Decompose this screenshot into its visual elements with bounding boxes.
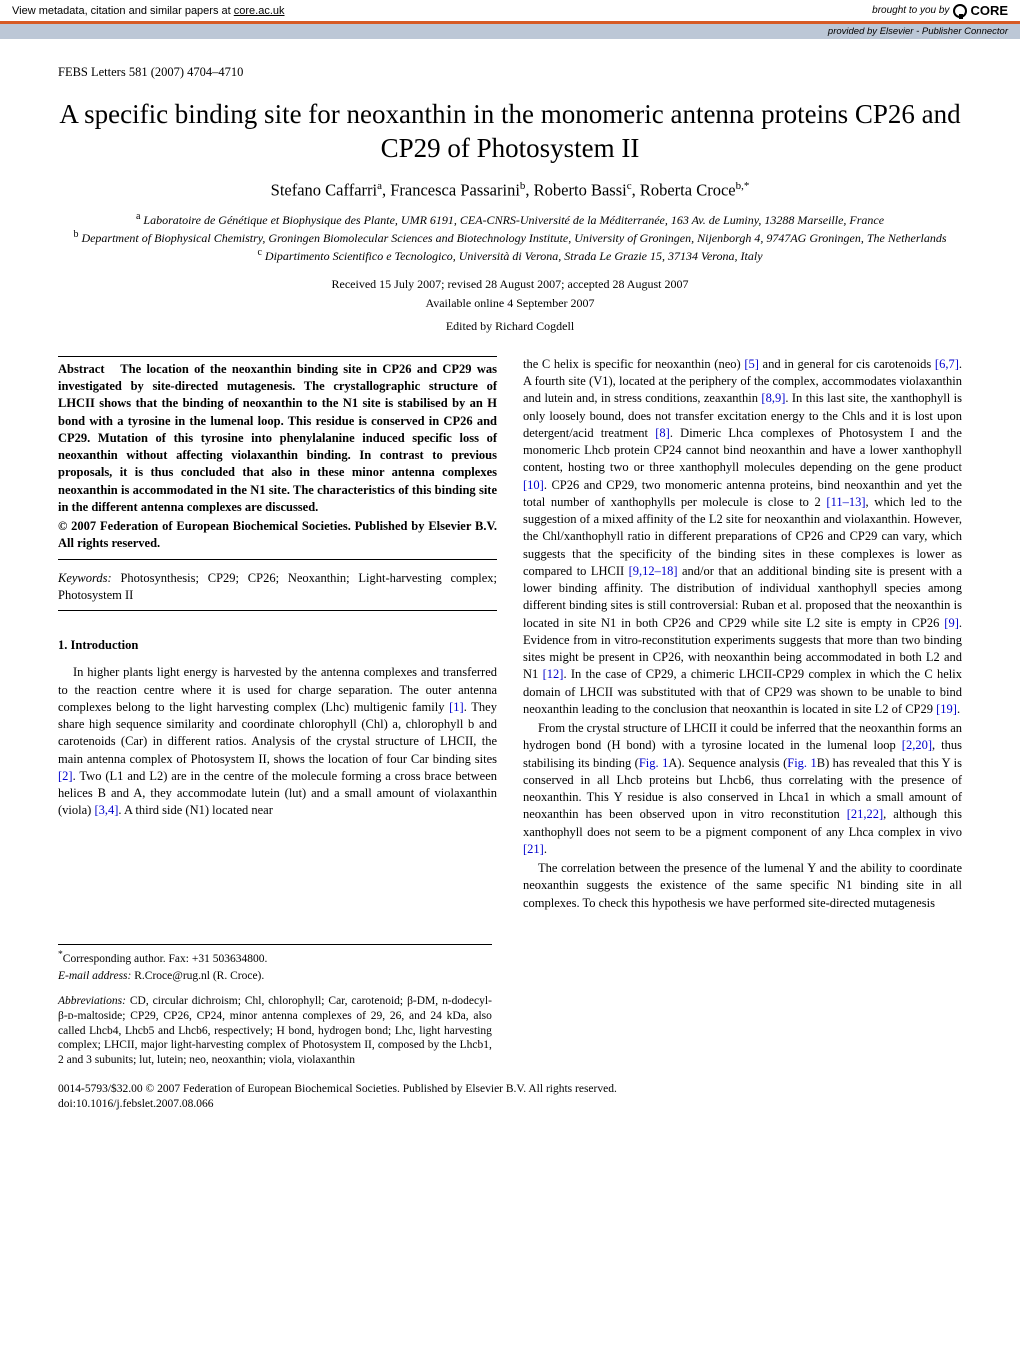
editor-line: Edited by Richard Cogdell xyxy=(58,319,962,334)
doi-line: doi:10.1016/j.febslet.2007.08.066 xyxy=(58,1097,962,1112)
author-1-aff: a xyxy=(377,180,382,192)
ref-10[interactable]: [10] xyxy=(523,478,544,492)
email-value: R.Croce@rug.nl (R. Croce). xyxy=(134,970,264,982)
author-3-aff: c xyxy=(627,180,632,192)
section-1-heading: 1. Introduction xyxy=(58,637,497,654)
page-content: FEBS Letters 581 (2007) 4704–4710 A spec… xyxy=(0,39,1020,1140)
author-2-aff: b xyxy=(520,180,526,192)
abstract-text: The location of the neoxanthin binding s… xyxy=(58,362,497,514)
two-column-body: Abstract The location of the neoxanthin … xyxy=(58,356,962,914)
issn-line: 0014-5793/$32.00 © 2007 Federation of Eu… xyxy=(58,1082,962,1097)
ref-5[interactable]: [5] xyxy=(744,357,759,371)
ref-19[interactable]: [19] xyxy=(936,702,957,716)
core-banner: View metadata, citation and similar pape… xyxy=(0,0,1020,24)
email-label: E-mail address: xyxy=(58,970,131,982)
ref-2-20[interactable]: [2,20] xyxy=(902,738,932,752)
ref-11-13[interactable]: [11–13] xyxy=(826,495,865,509)
ref-3-4[interactable]: [3,4] xyxy=(94,803,118,817)
core-logo[interactable]: CORE xyxy=(953,3,1008,18)
r1k: . xyxy=(957,702,960,716)
r1a: the C helix is specific for neoxanthin (… xyxy=(523,357,744,371)
core-banner-left: View metadata, citation and similar pape… xyxy=(12,5,285,17)
provided-by-bar: provided by Elsevier - Publisher Connect… xyxy=(0,24,1020,39)
affiliation-c: Dipartimento Scientifico e Tecnologico, … xyxy=(265,249,763,263)
footnotes: *Corresponding author. Fax: +31 50363480… xyxy=(58,944,492,1068)
corr-text: Corresponding author. Fax: +31 503634800… xyxy=(63,953,268,965)
author-1: Stefano Caffarri xyxy=(271,180,377,199)
ref-1[interactable]: [1] xyxy=(449,700,464,714)
affiliation-b: Department of Biophysical Chemistry, Gro… xyxy=(81,231,946,245)
ref-6-7[interactable]: [6,7] xyxy=(935,357,959,371)
r1b: and in general for cis carotenoids xyxy=(759,357,935,371)
intro-1a: In higher plants light energy is harvest… xyxy=(58,665,497,714)
abstract-block: Abstract The location of the neoxanthin … xyxy=(58,356,497,560)
received-date: Received 15 July 2007; revised 28 August… xyxy=(58,275,962,294)
affiliations: a Laboratoire de Génétique et Biophysiqu… xyxy=(58,210,962,265)
abbrev-label: Abbreviations: xyxy=(58,995,126,1007)
provided-prefix: provided by xyxy=(828,26,880,37)
online-date: Available online 4 September 2007 xyxy=(58,294,962,313)
article-title: A specific binding site for neoxanthin i… xyxy=(58,98,962,166)
keywords-text: Photosynthesis; CP29; CP26; Neoxanthin; … xyxy=(58,571,497,602)
author-4: Roberta Croce xyxy=(640,180,736,199)
author-4-aff: b,* xyxy=(736,180,750,192)
core-link[interactable]: core.ac.uk xyxy=(234,5,285,17)
ref-8[interactable]: [8] xyxy=(655,426,670,440)
corresponding-author: *Corresponding author. Fax: +31 50363480… xyxy=(58,949,492,967)
article-dates: Received 15 July 2007; revised 28 August… xyxy=(58,275,962,313)
ref-9[interactable]: [9] xyxy=(944,616,959,630)
introduction-text: In higher plants light energy is harvest… xyxy=(58,664,497,819)
keywords-label: Keywords: xyxy=(58,571,112,585)
journal-citation: FEBS Letters 581 (2007) 4704–4710 xyxy=(58,65,962,80)
core-banner-right: brought to you by CORE xyxy=(872,3,1008,18)
fig-1a[interactable]: Fig. 1 xyxy=(639,756,668,770)
r2c: A). Sequence analysis ( xyxy=(668,756,787,770)
intro-1d: . A third side (N1) located near xyxy=(118,803,272,817)
core-icon xyxy=(953,4,967,18)
ref-9-12-18[interactable]: [9,12–18] xyxy=(629,564,678,578)
r2f: . xyxy=(544,842,547,856)
email-line: E-mail address: R.Croce@rug.nl (R. Croce… xyxy=(58,969,492,984)
keywords-block: Keywords: Photosynthesis; CP29; CP26; Ne… xyxy=(58,570,497,612)
ref-8-9[interactable]: [8,9] xyxy=(761,391,785,405)
author-2: Francesca Passarini xyxy=(390,180,520,199)
authors-line: Stefano Caffarria, Francesca Passarinib,… xyxy=(58,180,962,201)
fig-1b[interactable]: Fig. 1 xyxy=(787,756,816,770)
copyright-line: © 2007 Federation of European Biochemica… xyxy=(58,518,497,553)
affiliation-a: Laboratoire de Génétique et Biophysique … xyxy=(143,213,884,227)
ref-2[interactable]: [2] xyxy=(58,769,73,783)
ref-12[interactable]: [12] xyxy=(543,667,564,681)
provided-by: Elsevier - Publisher Connector xyxy=(880,26,1008,37)
r1j: . In the case of CP29, a chimeric LHCII-… xyxy=(523,667,962,716)
banner-left-text: View metadata, citation and similar pape… xyxy=(12,5,234,17)
r2a: From the crystal structure of LHCII it c… xyxy=(523,721,962,752)
core-text: CORE xyxy=(970,3,1008,18)
abstract-label: Abstract xyxy=(58,362,105,376)
bottom-lines: 0014-5793/$32.00 © 2007 Federation of Eu… xyxy=(58,1082,962,1112)
brought-to-you: brought to you by xyxy=(872,5,949,16)
author-3: Roberto Bassi xyxy=(534,180,627,199)
ref-21[interactable]: [21] xyxy=(523,842,544,856)
abbreviations: Abbreviations: CD, circular dichroism; C… xyxy=(58,994,492,1069)
r3: The correlation between the presence of … xyxy=(523,860,962,912)
ref-21-22[interactable]: [21,22] xyxy=(847,807,883,821)
